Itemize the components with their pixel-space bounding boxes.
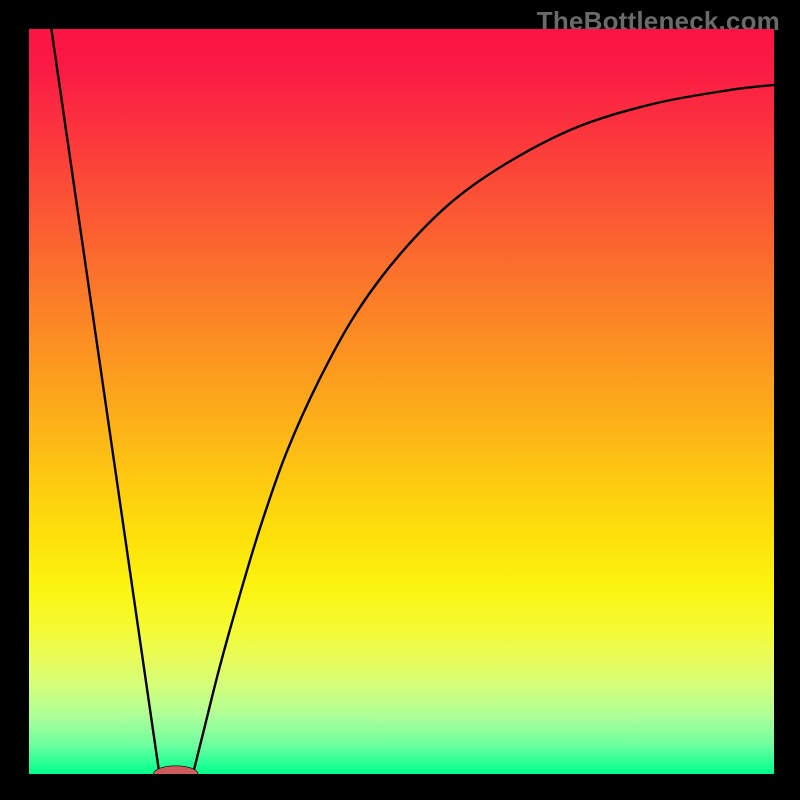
gradient-background — [29, 29, 774, 774]
chart-svg — [29, 29, 774, 774]
chart-frame: TheBottleneck.com — [0, 0, 800, 800]
plot-area — [29, 29, 774, 774]
